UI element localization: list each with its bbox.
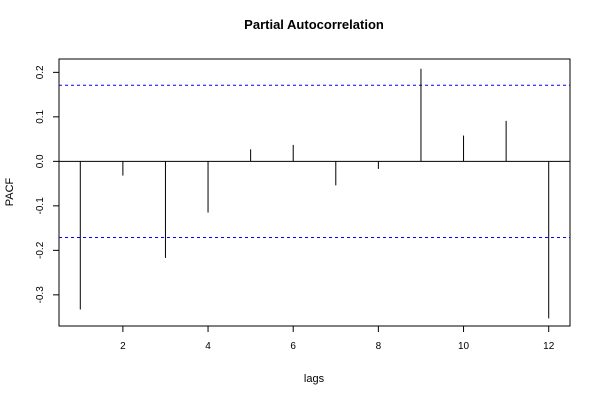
y-tick-label-3: 0.0 <box>35 154 46 168</box>
y-tick-label-0: -0.3 <box>35 286 46 304</box>
y-tick-label-4: 0.1 <box>35 109 46 123</box>
x-tick-label-4: 4 <box>205 341 211 352</box>
x-tick-label-10: 10 <box>458 341 470 352</box>
x-axis-label: lags <box>304 373 325 385</box>
y-tick-label-5: 0.2 <box>35 65 46 79</box>
x-tick-label-2: 2 <box>120 341 126 352</box>
chart-title: Partial Autocorrelation <box>244 17 384 32</box>
x-tick-label-12: 12 <box>543 341 555 352</box>
x-tick-label-6: 6 <box>290 341 296 352</box>
x-axis: 2 4 6 8 10 12 <box>120 326 555 352</box>
y-tick-label-2: -0.1 <box>35 197 46 215</box>
y-tick-label-1: -0.2 <box>35 241 46 259</box>
plot-frame <box>58 58 571 327</box>
y-axis-label: PACF <box>4 177 16 206</box>
pacf-spikes <box>79 68 550 319</box>
y-axis: -0.3 -0.2 -0.1 0.0 0.1 0.2 <box>35 65 59 304</box>
x-tick-label-8: 8 <box>376 341 382 352</box>
